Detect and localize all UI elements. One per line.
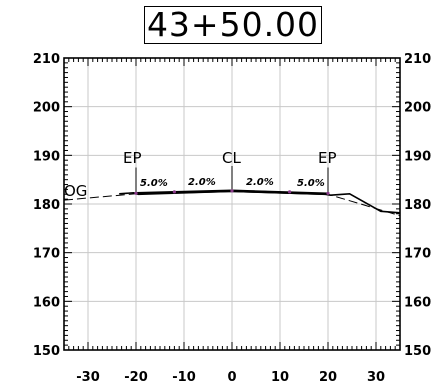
ep-right-label: EP: [318, 149, 337, 167]
x-tick-label: -20: [124, 370, 148, 385]
surface-point: [134, 191, 138, 195]
y-tick-label-left: 200: [33, 101, 60, 116]
slope-label-3: 2.0%: [246, 177, 274, 188]
ep-left-label: EP: [123, 149, 142, 167]
x-tick-label: 20: [319, 370, 337, 385]
annotations: OG CL EP EP 5.0% 2.0% 2.0% 5.0%: [64, 149, 337, 200]
x-tick-label: -10: [172, 370, 196, 385]
surface-point: [288, 190, 292, 194]
pavement-right: [231, 189, 329, 196]
y-tick-label-left: 170: [33, 247, 60, 262]
y-tick-label-right: 210: [404, 52, 431, 67]
y-tick-label-right: 170: [404, 247, 431, 262]
og-label: OG: [64, 182, 87, 200]
x-tick-label: -30: [76, 370, 100, 385]
station-label: 43+50.00: [144, 6, 322, 44]
x-tick-label: 10: [271, 370, 289, 385]
y-tick-label-left: 150: [33, 344, 60, 359]
grid: [64, 57, 400, 351]
cl-label: CL: [222, 149, 241, 167]
profile-lines: [63, 166, 401, 217]
slope-label-1: 5.0%: [140, 178, 168, 189]
x-tick-label: 0: [227, 370, 236, 385]
design-surface-line: [119, 190, 401, 214]
y-tick-label-left: 190: [33, 149, 60, 164]
pavement-left: [135, 189, 233, 195]
x-tick-label: 30: [367, 370, 385, 385]
y-tick-label-left: 160: [33, 295, 60, 310]
original-ground-line: [63, 190, 401, 217]
surface-point: [172, 190, 176, 194]
surface-point: [326, 191, 330, 195]
y-tick-label-right: 160: [404, 295, 431, 310]
slope-label-2: 2.0%: [188, 177, 216, 188]
y-tick-label-left: 180: [33, 198, 60, 213]
y-tick-label-right: 190: [404, 149, 431, 164]
surface-point: [230, 189, 234, 193]
y-tick-label-right: 200: [404, 101, 431, 116]
slope-label-4: 5.0%: [297, 178, 325, 189]
y-tick-label-right: 180: [404, 198, 431, 213]
y-tick-label-left: 210: [33, 52, 60, 67]
y-tick-label-right: 150: [404, 344, 431, 359]
